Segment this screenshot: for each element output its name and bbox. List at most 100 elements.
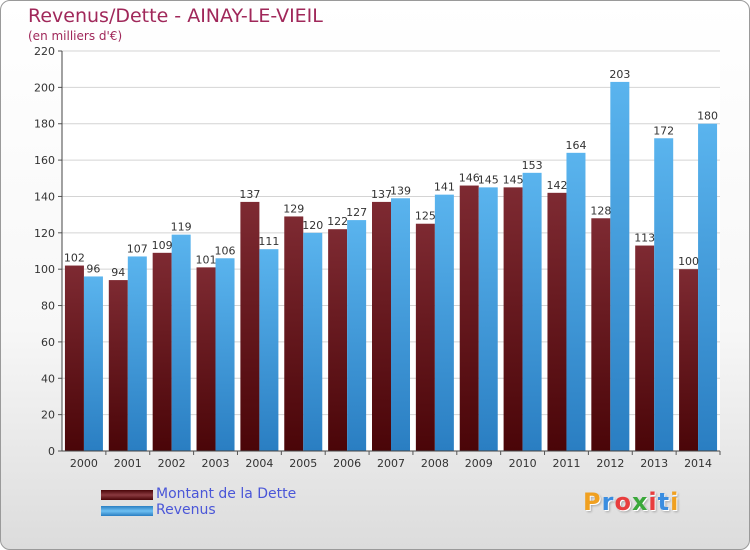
- x-tick-label: 2001: [114, 457, 142, 470]
- data-label-dette: 113: [634, 232, 655, 245]
- y-tick-label: 60: [41, 336, 55, 349]
- data-label-dette: 125: [415, 210, 436, 223]
- bar-revenus: [215, 258, 235, 451]
- bar-dette: [547, 192, 567, 451]
- data-label-dette: 109: [152, 239, 173, 252]
- data-label-dette: 122: [327, 215, 348, 228]
- data-label-revenus: 120: [302, 219, 323, 232]
- x-tick-label: 2005: [289, 457, 317, 470]
- x-tick-label: 2010: [509, 457, 537, 470]
- bar-dette: [196, 267, 216, 451]
- x-tick-label: 2002: [158, 457, 186, 470]
- bar-revenus: [434, 194, 454, 452]
- data-label-dette: 100: [678, 255, 699, 268]
- x-tick-label: 2007: [377, 457, 405, 470]
- data-label-dette: 102: [64, 252, 85, 265]
- legend-swatch-dette: [101, 490, 153, 500]
- data-label-revenus: 107: [127, 242, 148, 255]
- bar-dette: [459, 185, 479, 451]
- chart-subtitle: (en milliers d'€): [28, 29, 123, 43]
- legend-label-revenus: Revenus: [156, 502, 216, 518]
- y-tick-label: 220: [34, 45, 55, 58]
- data-label-revenus: 180: [697, 110, 718, 123]
- bar-dette: [503, 187, 523, 451]
- y-tick-label: 180: [34, 118, 55, 131]
- x-tick-label: 2014: [684, 457, 712, 470]
- x-tick-label: 2003: [202, 457, 230, 470]
- bar-dette: [415, 223, 435, 451]
- bar-revenus: [127, 256, 147, 451]
- legend-swatch-revenus: [101, 506, 153, 516]
- bar-dette: [679, 269, 699, 451]
- data-label-dette: 128: [590, 204, 611, 217]
- x-tick-label: 2008: [421, 457, 449, 470]
- data-label-dette: 145: [503, 173, 524, 186]
- data-label-dette: 101: [196, 253, 217, 266]
- logo-letter: i: [648, 488, 658, 516]
- logo-letter: i: [670, 488, 680, 516]
- logo-letter: P: [583, 488, 602, 516]
- y-tick-label: 80: [41, 300, 55, 313]
- bar-dette: [284, 216, 304, 451]
- y-tick-label: 140: [34, 190, 55, 203]
- logo-letter: t: [657, 488, 671, 516]
- data-label-revenus: 172: [653, 124, 674, 137]
- data-label-revenus: 119: [171, 221, 192, 234]
- y-tick-label: 160: [34, 154, 55, 167]
- logo-letter: o: [614, 488, 632, 516]
- data-label-revenus: 153: [522, 159, 543, 172]
- data-label-revenus: 145: [478, 173, 499, 186]
- bar-dette: [591, 218, 611, 451]
- data-label-revenus: 141: [434, 181, 455, 194]
- bar-dette: [240, 201, 260, 451]
- bar-dette: [108, 280, 128, 451]
- logo-letter: x: [631, 488, 649, 516]
- bar-revenus: [391, 198, 410, 451]
- bar-revenus: [478, 187, 498, 451]
- logo-letter: r: [601, 488, 615, 516]
- bar-revenus: [522, 172, 542, 451]
- data-label-dette: 94: [111, 266, 125, 279]
- bar-dette: [328, 229, 348, 451]
- data-label-dette: 137: [371, 188, 392, 201]
- bar-dette: [64, 265, 84, 451]
- proxiti-logo: Proxiti: [583, 488, 679, 516]
- bar-revenus: [610, 81, 630, 451]
- data-label-revenus: 203: [609, 68, 630, 81]
- bar-revenus: [698, 123, 718, 452]
- bar-revenus: [171, 234, 191, 451]
- data-label-revenus: 106: [215, 244, 236, 257]
- y-tick-label: 0: [48, 445, 55, 458]
- data-label-revenus: 164: [565, 139, 586, 152]
- chart-title: Revenus/Dette - AINAY-LE-VIEIL: [28, 5, 323, 27]
- legend-label-dette: Montant de la Dette: [156, 486, 297, 502]
- x-tick-label: 2009: [465, 457, 493, 470]
- data-label-revenus: 139: [390, 184, 411, 197]
- x-tick-label: 2006: [333, 457, 361, 470]
- x-tick-label: 2012: [596, 457, 624, 470]
- data-label-dette: 129: [283, 202, 304, 215]
- x-tick-label: 2004: [245, 457, 273, 470]
- bar-dette: [635, 245, 655, 451]
- y-tick-label: 20: [41, 409, 55, 422]
- data-label-dette: 137: [239, 188, 260, 201]
- x-tick-label: 2011: [552, 457, 580, 470]
- data-label-revenus: 96: [86, 262, 100, 275]
- y-tick-label: 100: [34, 263, 55, 276]
- bar-revenus: [566, 152, 586, 451]
- data-label-revenus: 127: [346, 206, 367, 219]
- y-tick-label: 200: [34, 81, 55, 94]
- data-label-dette: 142: [546, 179, 567, 192]
- data-label-revenus: 111: [258, 235, 279, 248]
- data-label-dette: 146: [459, 172, 480, 185]
- bar-revenus: [259, 249, 279, 451]
- bar-revenus: [654, 138, 674, 452]
- bar-revenus: [303, 232, 323, 451]
- x-tick-label: 2013: [640, 457, 668, 470]
- y-tick-label: 40: [41, 372, 55, 385]
- x-tick-label: 2000: [70, 457, 98, 470]
- y-tick-label: 120: [34, 227, 55, 240]
- bar-dette: [372, 201, 391, 451]
